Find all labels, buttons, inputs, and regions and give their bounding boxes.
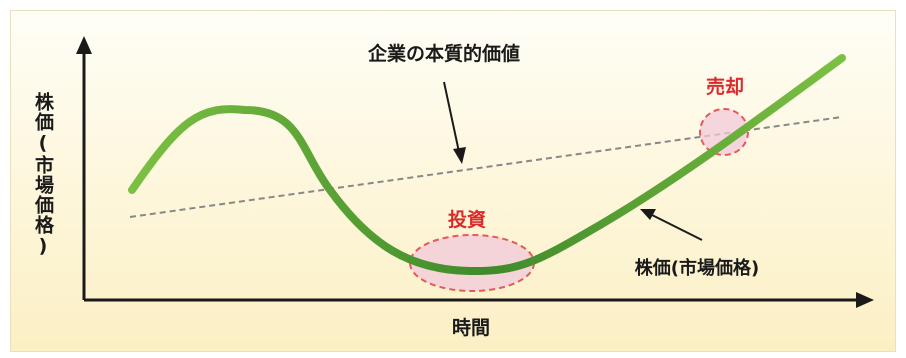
stock-price-label: 株価(市場価格) bbox=[635, 257, 759, 279]
top-strip bbox=[0, 0, 906, 10]
stock-price-curve bbox=[128, 54, 846, 276]
stock-price-pointer bbox=[649, 213, 703, 241]
intrinsic-value-label: 企業の本質的価値 bbox=[367, 42, 520, 65]
sell-highlight bbox=[699, 108, 749, 156]
intrinsic-value-pointer-head bbox=[453, 147, 466, 164]
y-axis-arrowhead bbox=[76, 36, 92, 54]
x-axis-arrowhead bbox=[856, 292, 874, 308]
buy-label: 投資 bbox=[448, 208, 486, 231]
sell-label: 売却 bbox=[706, 75, 744, 98]
x-axis-label: 時間 bbox=[452, 317, 490, 339]
diagram-panel bbox=[10, 10, 896, 352]
intrinsic-value-pointer bbox=[443, 81, 460, 153]
y-axis-label: 株価(市場価格) bbox=[32, 92, 54, 258]
stock-price-pointer-head bbox=[640, 209, 656, 220]
